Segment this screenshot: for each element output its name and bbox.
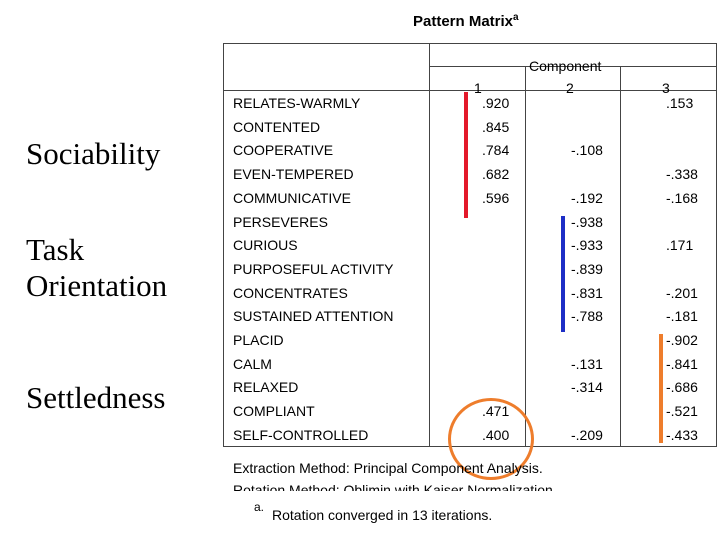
loading-component-2: -.933 <box>571 237 603 254</box>
loading-component-1: .845 <box>482 118 510 135</box>
loading-component-3: -.902 <box>666 332 698 348</box>
variable-label: CALM <box>233 355 272 372</box>
footnote-marker: a. <box>254 500 265 514</box>
compliant-selfcontrolled-highlight-circle <box>448 398 534 480</box>
loading-component-2: -.788 <box>571 308 603 325</box>
loading-component-1: .682 <box>482 166 510 183</box>
loading-component-3: .171 <box>666 237 694 254</box>
col-header-3: 3 <box>662 80 670 96</box>
loading-component-3: -.433 <box>666 426 698 443</box>
loading-component-2: -.209 <box>571 426 603 443</box>
sociability-highlight-bar <box>464 92 468 218</box>
loading-component-3: -.181 <box>666 308 698 325</box>
col-header-2: 2 <box>566 80 574 96</box>
variable-label: CONTENTED <box>233 118 321 135</box>
loading-component-2: -.839 <box>571 260 603 277</box>
loading-component-3: -.338 <box>666 166 698 183</box>
variable-label: EVEN-TEMPERED <box>233 166 354 183</box>
extraction-method-note: Extraction Method: Principal Component A… <box>233 460 543 476</box>
header-divider <box>223 90 717 91</box>
loading-component-3: -.168 <box>666 189 698 206</box>
variable-label: COMMUNICATIVE <box>233 189 351 206</box>
factor-label-settledness: Settledness <box>26 380 166 415</box>
variable-label: COMPLIANT <box>233 403 315 420</box>
rotation-method-note: Rotation Method: Oblimin with Kaiser Nor… <box>233 482 557 491</box>
loading-component-2: -.831 <box>571 284 603 301</box>
loading-component-3: -.841 <box>666 355 698 372</box>
variable-label: RELATES-WARMLY <box>233 95 361 111</box>
settledness-highlight-bar <box>659 334 663 443</box>
variable-label: CURIOUS <box>233 237 298 254</box>
loading-component-2: -.938 <box>571 213 603 230</box>
variable-label: PURPOSEFUL ACTIVITY <box>233 260 394 277</box>
column-divider <box>429 43 430 447</box>
loading-component-3: -.686 <box>666 379 698 396</box>
variable-label: PLACID <box>233 332 284 348</box>
task-orientation-highlight-bar <box>561 216 565 332</box>
loading-component-2: -.192 <box>571 189 603 206</box>
loading-component-1: .784 <box>482 142 510 159</box>
loading-component-2: -.314 <box>571 379 603 396</box>
col-header-1: 1 <box>474 80 482 96</box>
factor-label-sociability: Sociability <box>26 136 161 171</box>
loading-component-3: .153 <box>666 95 694 111</box>
loading-component-2: -.131 <box>571 355 603 372</box>
column-divider <box>620 67 621 447</box>
footnote-text: Rotation converged in 13 iterations. <box>272 507 493 523</box>
page-title: Pattern Matrixa <box>413 12 519 30</box>
component-header: Component <box>529 58 602 74</box>
loading-component-1: .920 <box>482 95 510 111</box>
variable-label: SELF-CONTROLLED <box>233 426 369 443</box>
variable-label: CONCENTRATES <box>233 284 348 301</box>
loading-component-3: -.521 <box>666 403 698 420</box>
variable-label: RELAXED <box>233 379 299 396</box>
variable-label: SUSTAINED ATTENTION <box>233 308 394 325</box>
factor-label-task-orientation: Task Orientation <box>26 232 168 303</box>
loading-component-2: -.108 <box>571 142 603 159</box>
column-divider <box>525 67 526 447</box>
header-divider <box>429 66 717 67</box>
variable-label: PERSEVERES <box>233 213 328 230</box>
variable-label: COOPERATIVE <box>233 142 334 159</box>
loading-component-3: -.201 <box>666 284 698 301</box>
loading-component-1: .596 <box>482 189 510 206</box>
